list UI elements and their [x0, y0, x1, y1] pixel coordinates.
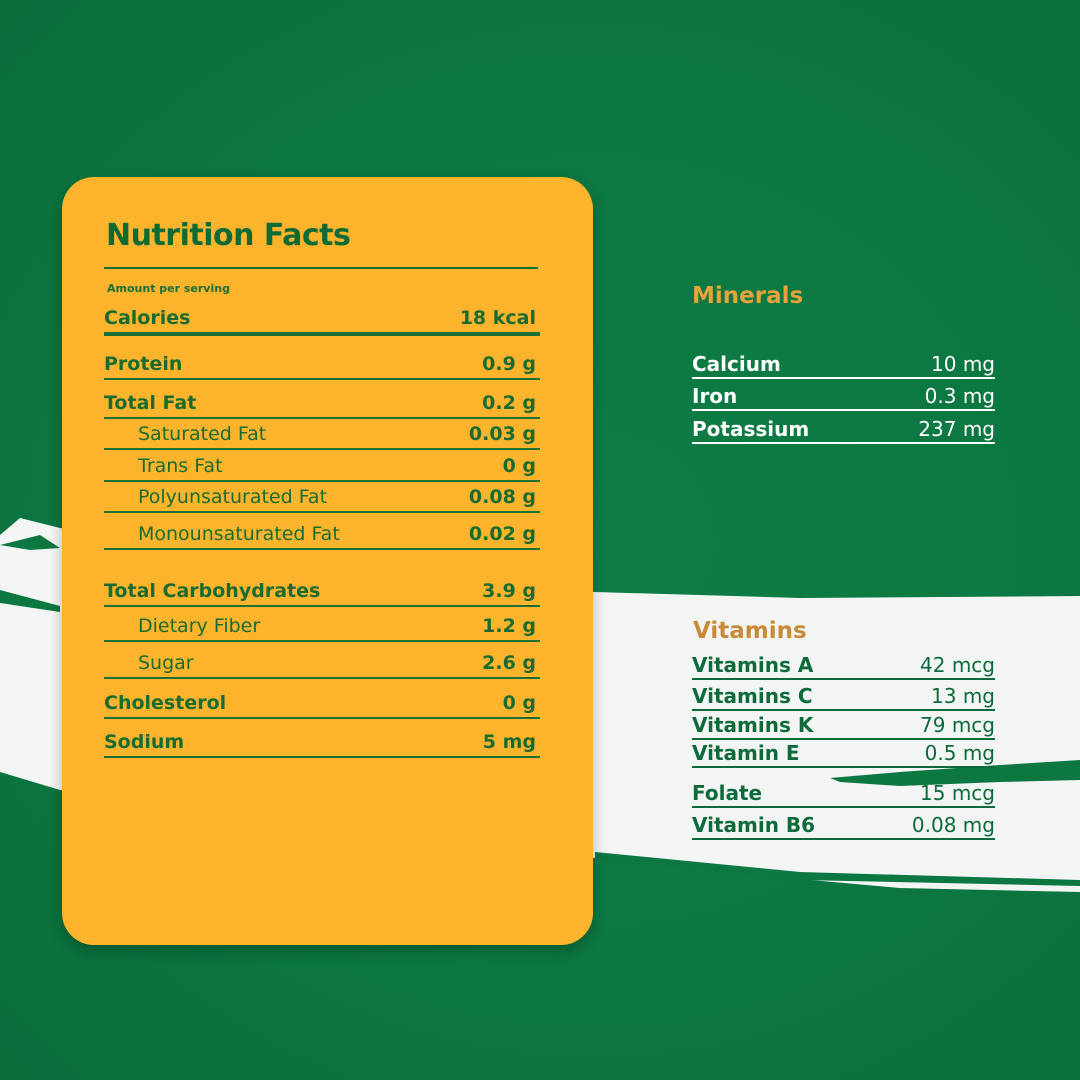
row-vitamins-a: Vitamins A 42 mcg: [692, 650, 995, 680]
row-label: Vitamins K: [692, 713, 814, 737]
row-total-fat: Total Fat 0.2 g: [104, 385, 540, 419]
row-value: 237 mg: [918, 417, 995, 441]
row-value: 0.5 mg: [924, 741, 995, 765]
row-saturated-fat: Saturated Fat 0.03 g: [104, 416, 540, 450]
row-value: 0 g: [502, 455, 536, 477]
row-label: Trans Fat: [138, 455, 223, 477]
row-total-carbohydrates: Total Carbohydrates 3.9 g: [104, 573, 540, 607]
row-label: Vitamin E: [692, 741, 800, 765]
row-vitamin-e: Vitamin E 0.5 mg: [692, 738, 995, 768]
row-trans-fat: Trans Fat 0 g: [104, 448, 540, 482]
row-label: Calories: [104, 307, 191, 329]
row-value: 0.2 g: [482, 392, 536, 414]
row-value: 0.02 g: [468, 523, 536, 545]
row-cholesterol: Cholesterol 0 g: [104, 685, 540, 719]
row-label: Saturated Fat: [138, 423, 267, 445]
row-vitamin-b6: Vitamin B6 0.08 mg: [692, 810, 995, 840]
nutrition-facts-card: [62, 177, 593, 945]
row-label: Vitamin B6: [692, 813, 816, 837]
vitamins-heading: Vitamins: [693, 618, 807, 644]
row-vitamins-k: Vitamins K 79 mcg: [692, 710, 995, 740]
row-value: 15 mcg: [920, 781, 995, 805]
row-value: 0.08 mg: [911, 813, 995, 837]
row-value: 42 mcg: [920, 653, 995, 677]
row-value: 13 mg: [931, 684, 995, 708]
row-vitamins-c: Vitamins C 13 mg: [692, 681, 995, 711]
row-sugar: Sugar 2.6 g: [104, 645, 540, 679]
row-label: Folate: [692, 781, 763, 805]
row-value: 3.9 g: [482, 580, 536, 602]
row-iron: Iron 0.3 mg: [692, 381, 995, 411]
row-value: 10 mg: [931, 352, 995, 376]
row-calcium: Calcium 10 mg: [692, 349, 995, 379]
amount-per-serving-label: Amount per serving: [107, 282, 230, 295]
row-value: 0.08 g: [468, 486, 536, 508]
row-label: Vitamins A: [692, 653, 814, 677]
row-value: 0.9 g: [482, 353, 536, 375]
row-value: 2.6 g: [482, 652, 536, 674]
row-calories: Calories 18 kcal: [104, 302, 540, 336]
row-value: 0 g: [502, 692, 536, 714]
divider: [104, 267, 538, 269]
row-dietary-fiber: Dietary Fiber 1.2 g: [104, 608, 540, 642]
row-label: Total Fat: [104, 392, 197, 414]
row-polyunsaturated-fat: Polyunsaturated Fat 0.08 g: [104, 479, 540, 513]
row-value: 5 mg: [482, 731, 536, 753]
row-sodium: Sodium 5 mg: [104, 724, 540, 758]
row-monounsaturated-fat: Monounsaturated Fat 0.02 g: [104, 516, 540, 550]
row-value: 0.3 mg: [924, 384, 995, 408]
minerals-heading: Minerals: [692, 283, 804, 309]
row-label: Polyunsaturated Fat: [138, 486, 328, 508]
row-label: Calcium: [692, 352, 781, 376]
row-label: Protein: [104, 353, 183, 375]
row-protein: Protein 0.9 g: [104, 346, 540, 380]
row-label: Dietary Fiber: [138, 615, 261, 637]
row-folate: Folate 15 mcg: [692, 778, 995, 808]
row-value: 0.03 g: [468, 423, 536, 445]
row-label: Total Carbohydrates: [104, 580, 321, 602]
row-value: 18 kcal: [459, 307, 536, 329]
row-value: 1.2 g: [482, 615, 536, 637]
row-label: Sodium: [104, 731, 185, 753]
row-label: Cholesterol: [104, 692, 227, 714]
row-label: Iron: [692, 384, 738, 408]
row-potassium: Potassium 237 mg: [692, 414, 995, 444]
row-label: Potassium: [692, 417, 810, 441]
row-value: 79 mcg: [920, 713, 995, 737]
row-label: Monounsaturated Fat: [138, 523, 340, 545]
row-label: Sugar: [138, 652, 194, 674]
nutrition-facts-title: Nutrition Facts: [106, 218, 351, 253]
row-label: Vitamins C: [692, 684, 813, 708]
